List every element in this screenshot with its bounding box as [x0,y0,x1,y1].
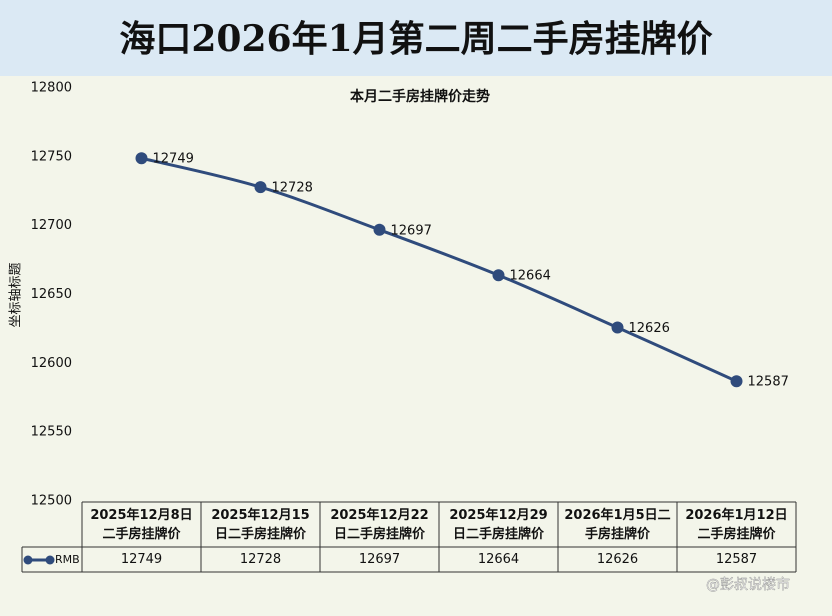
data-label: 12749 [153,152,194,167]
title-banner [0,0,832,76]
data-label: 12587 [748,375,789,390]
data-label: 12697 [391,223,432,238]
x-category-label: 2025年12月8日二手房挂牌价 [90,507,193,542]
legend-label: RMB [55,553,80,566]
data-label: 12626 [629,321,670,336]
point [373,223,386,236]
y-axis-title: 坐标轴标题 [9,262,24,327]
x-category-label: 2026年1月12日二手房挂牌价 [685,507,788,542]
table-value: 12749 [120,552,163,567]
y-tick-label: 12550 [31,425,72,440]
watermark: @彭叔说楼市 [706,576,790,593]
point [730,375,743,388]
data-label: 12728 [272,181,313,196]
y-tick-label: 12650 [31,287,72,302]
table-value: 12664 [477,552,520,567]
legend-marker [45,555,55,565]
table-value: 12728 [239,552,282,567]
y-tick-label: 12800 [31,81,72,96]
x-category-label: 2025年12月22日二手房挂牌价 [330,507,429,542]
chart-title: 本月二手房挂牌价走势 [350,88,490,105]
point [254,181,267,194]
table-value: 12626 [596,552,639,567]
table-value: 12697 [358,552,401,567]
point [135,152,148,165]
data-label: 12664 [510,269,551,284]
x-category-label: 2025年12月15日二手房挂牌价 [211,507,310,542]
x-category-label: 2026年1月5日二手房挂牌价 [564,507,671,542]
y-tick-label: 12600 [31,356,72,371]
x-category-label: 2025年12月29日二手房挂牌价 [449,507,548,542]
table-value: 12587 [715,552,758,567]
page-title: 海口2026年1月第二周二手房挂牌价 [119,18,712,60]
y-tick-label: 12700 [31,218,72,233]
y-tick-label: 12500 [31,494,72,509]
series-line [141,156,738,383]
point [492,269,505,282]
legend-marker [23,555,33,565]
y-tick-label: 12750 [31,149,72,164]
point [611,321,624,334]
